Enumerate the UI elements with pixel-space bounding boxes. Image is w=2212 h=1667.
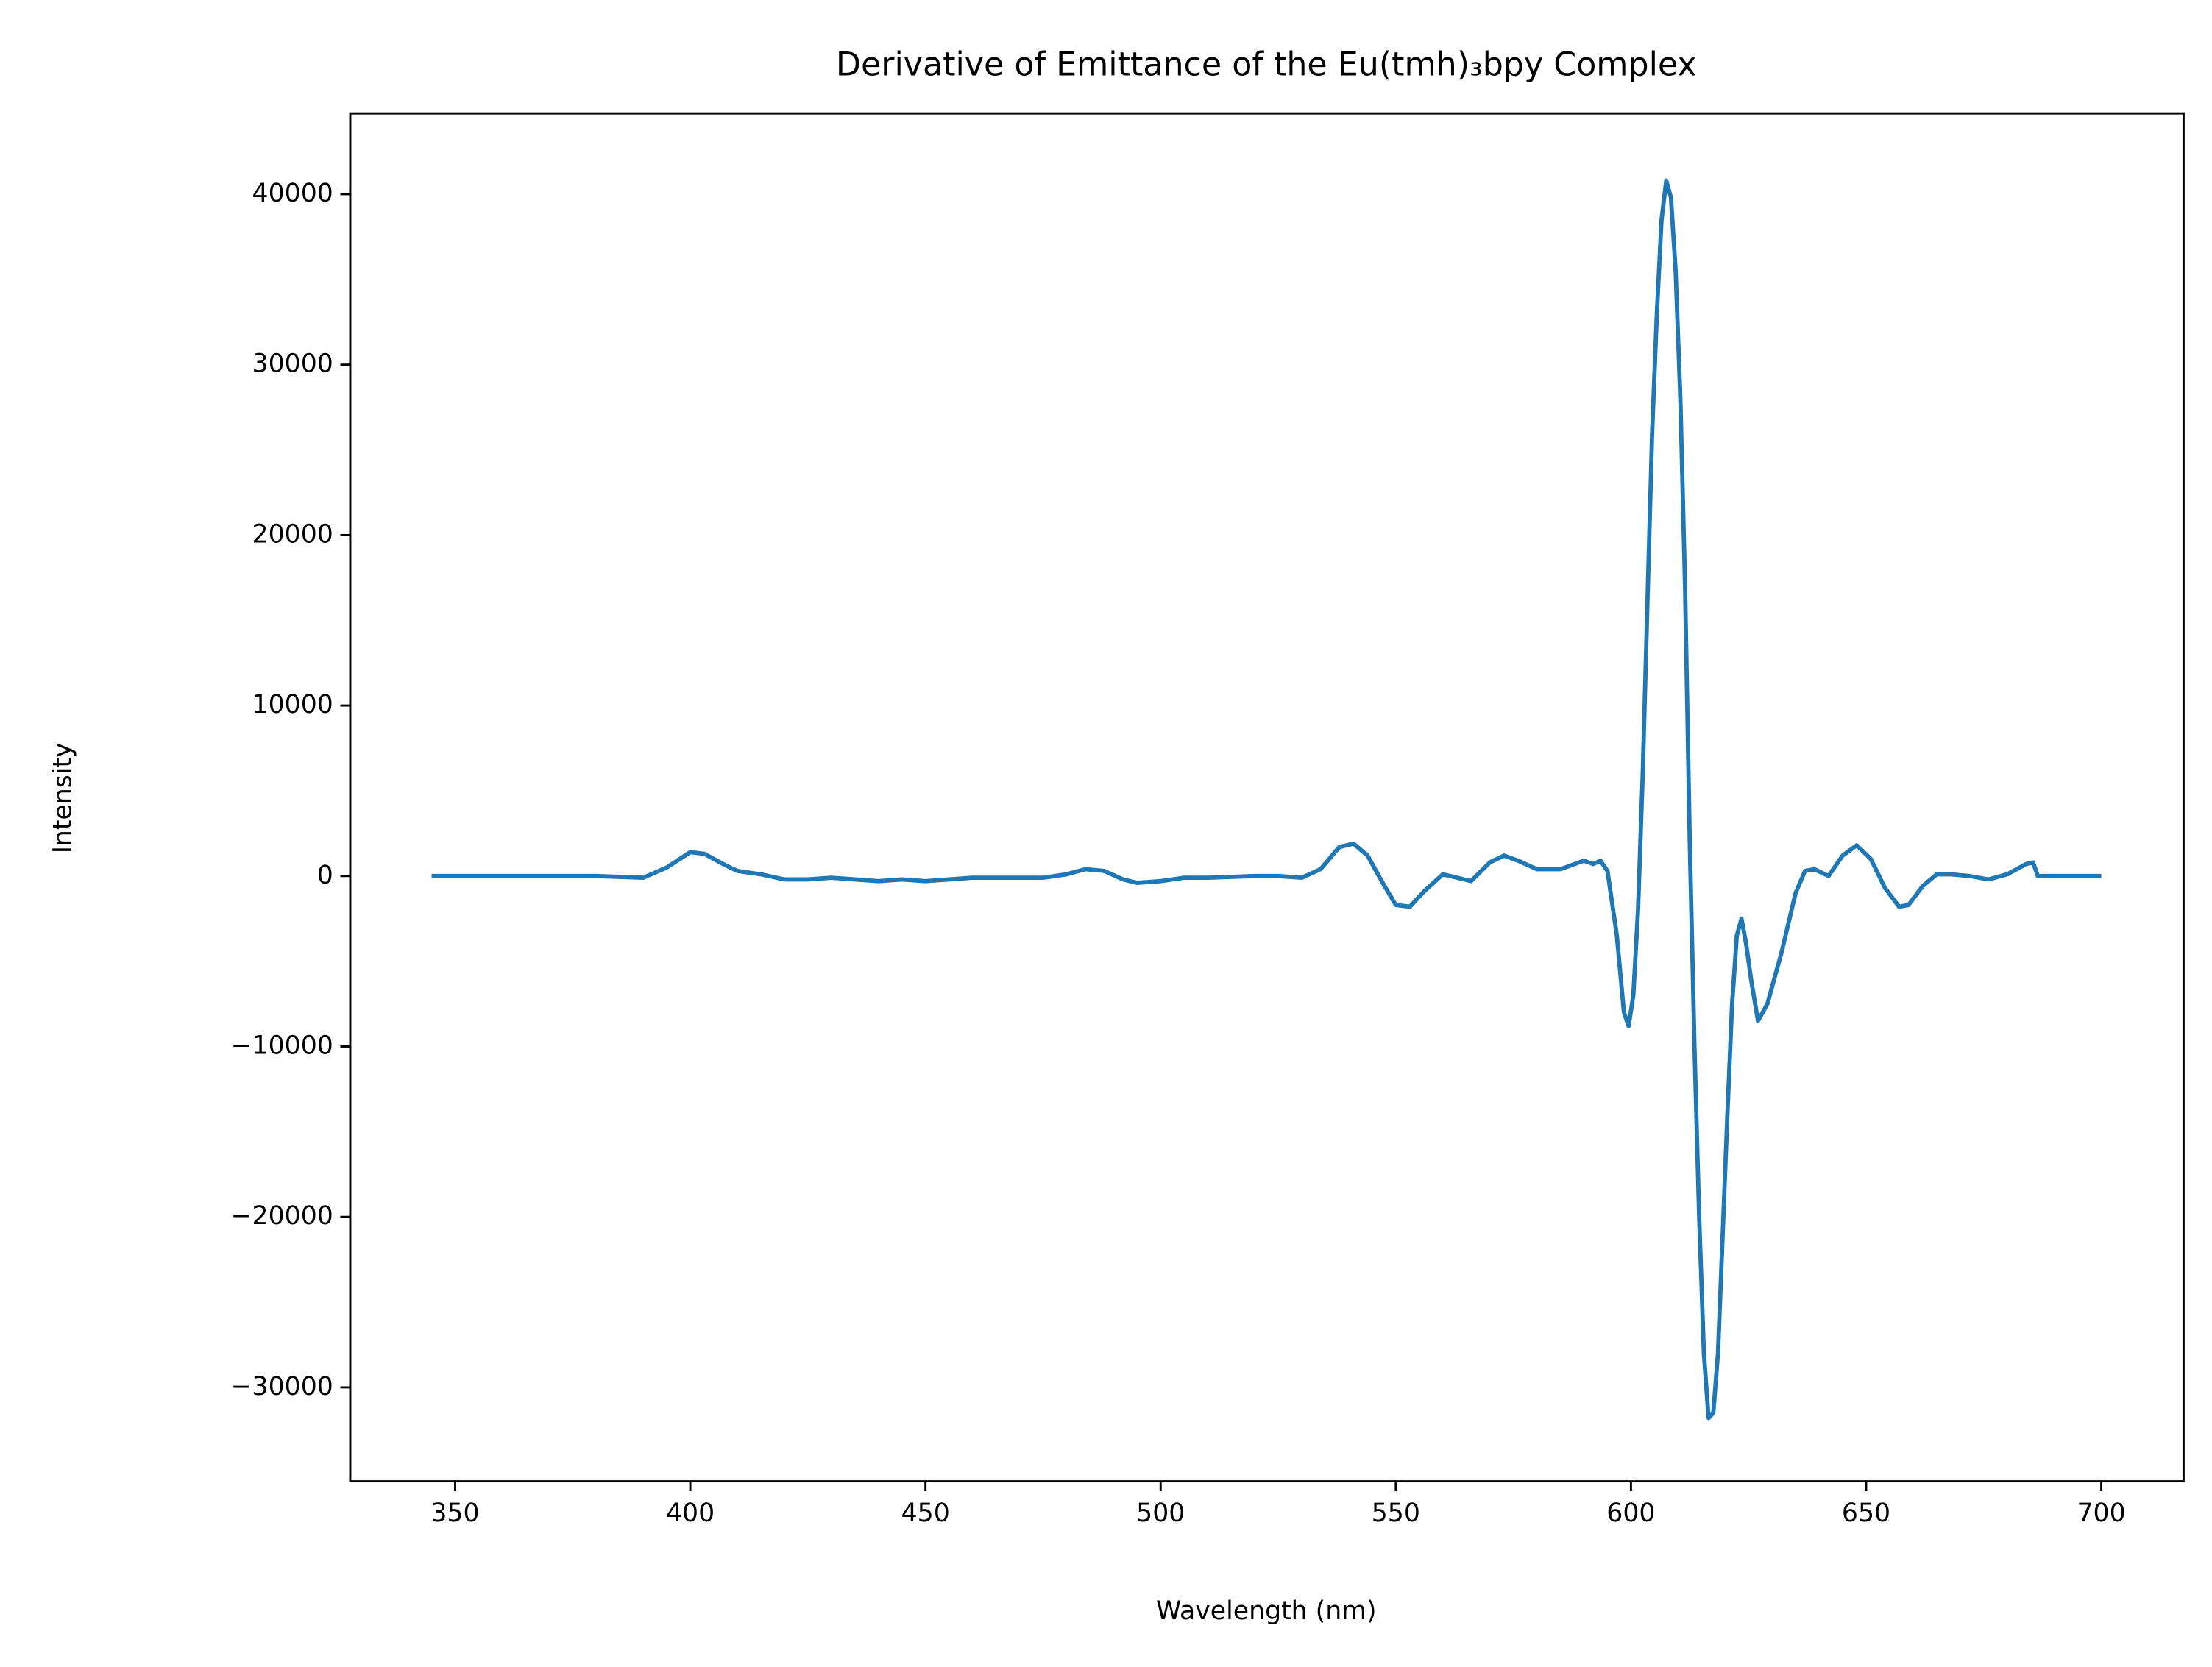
chart-title: Derivative of Emittance of the Eu(tmh)₃b… — [836, 46, 1697, 84]
y-tick-label: −30000 — [230, 1372, 333, 1401]
y-tick-label: 0 — [317, 861, 333, 890]
x-axis-label: Wavelength (nm) — [1156, 1596, 1377, 1626]
y-tick-label: 40000 — [252, 179, 333, 208]
x-tick-label: 550 — [1372, 1499, 1420, 1528]
x-tick-label: 600 — [1606, 1499, 1655, 1528]
y-tick-label: 20000 — [252, 519, 333, 549]
y-axis-label: Intensity — [49, 742, 78, 853]
y-tick-label: −10000 — [230, 1031, 333, 1061]
x-tick-label: 650 — [1842, 1499, 1890, 1528]
x-tick-label: 500 — [1136, 1499, 1185, 1528]
x-tick-label: 400 — [666, 1499, 715, 1528]
y-tick-label: 30000 — [252, 349, 333, 379]
x-tick-label: 350 — [430, 1499, 479, 1528]
data-line — [431, 178, 2102, 1421]
x-tick-label: 450 — [901, 1499, 950, 1528]
y-tick-label: −20000 — [230, 1201, 333, 1231]
x-tick-label: 700 — [2077, 1499, 2125, 1528]
y-tick-label: 10000 — [252, 690, 333, 719]
plot-frame — [349, 112, 2185, 1483]
